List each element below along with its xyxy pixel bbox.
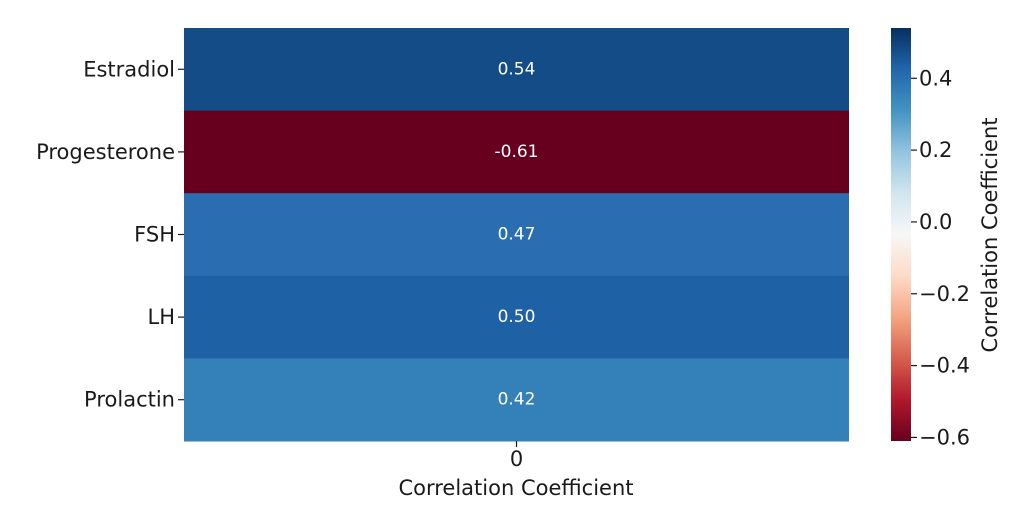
y-tick-label-prolactin: Prolactin — [84, 388, 175, 412]
cell-value-label: 0.47 — [498, 225, 536, 245]
x-tick-label: 0 — [510, 447, 523, 471]
cell-value-label: 0.42 — [498, 390, 536, 410]
colorbar-tick-label: −0.6 — [919, 425, 970, 449]
colorbar-tick-label: 0.0 — [919, 210, 952, 234]
y-tick-label-lh: LH — [148, 305, 176, 329]
x-axis: 0 — [510, 441, 523, 471]
heatmap-cell-lh — [184, 275, 849, 359]
heatmap-area: 0.54 -0.61 0.47 0.50 0.42 — [184, 28, 849, 442]
y-tick-label-progesterone: Progesterone — [36, 140, 175, 164]
colorbar-tick-label: −0.4 — [919, 354, 970, 378]
heatmap-cell-progesterone — [184, 110, 849, 194]
colorbar-label: Correlation Coefficient — [978, 117, 1002, 352]
colorbar: 0.4 0.2 0.0 −0.2 −0.4 −0.6 — [891, 28, 970, 449]
heatmap-cell-fsh — [184, 193, 849, 277]
cell-value-label: -0.61 — [495, 142, 539, 162]
cell-value-label: 0.54 — [498, 59, 536, 79]
y-axis: Estradiol Progesterone FSH LH Prolactin — [36, 57, 184, 412]
y-tick-label-estradiol: Estradiol — [83, 57, 175, 81]
colorbar-tick-label: 0.4 — [919, 66, 952, 90]
colorbar-tick-label: 0.2 — [919, 138, 952, 162]
y-tick-label-fsh: FSH — [134, 223, 175, 247]
colorbar-tick-label: −0.2 — [919, 282, 970, 306]
heatmap-cell-estradiol — [184, 28, 849, 112]
cell-value-label: 0.50 — [498, 307, 536, 327]
heatmap-cell-prolactin — [184, 358, 849, 442]
x-axis-label: Correlation Coefficient — [398, 476, 633, 500]
colorbar-gradient — [891, 28, 911, 441]
